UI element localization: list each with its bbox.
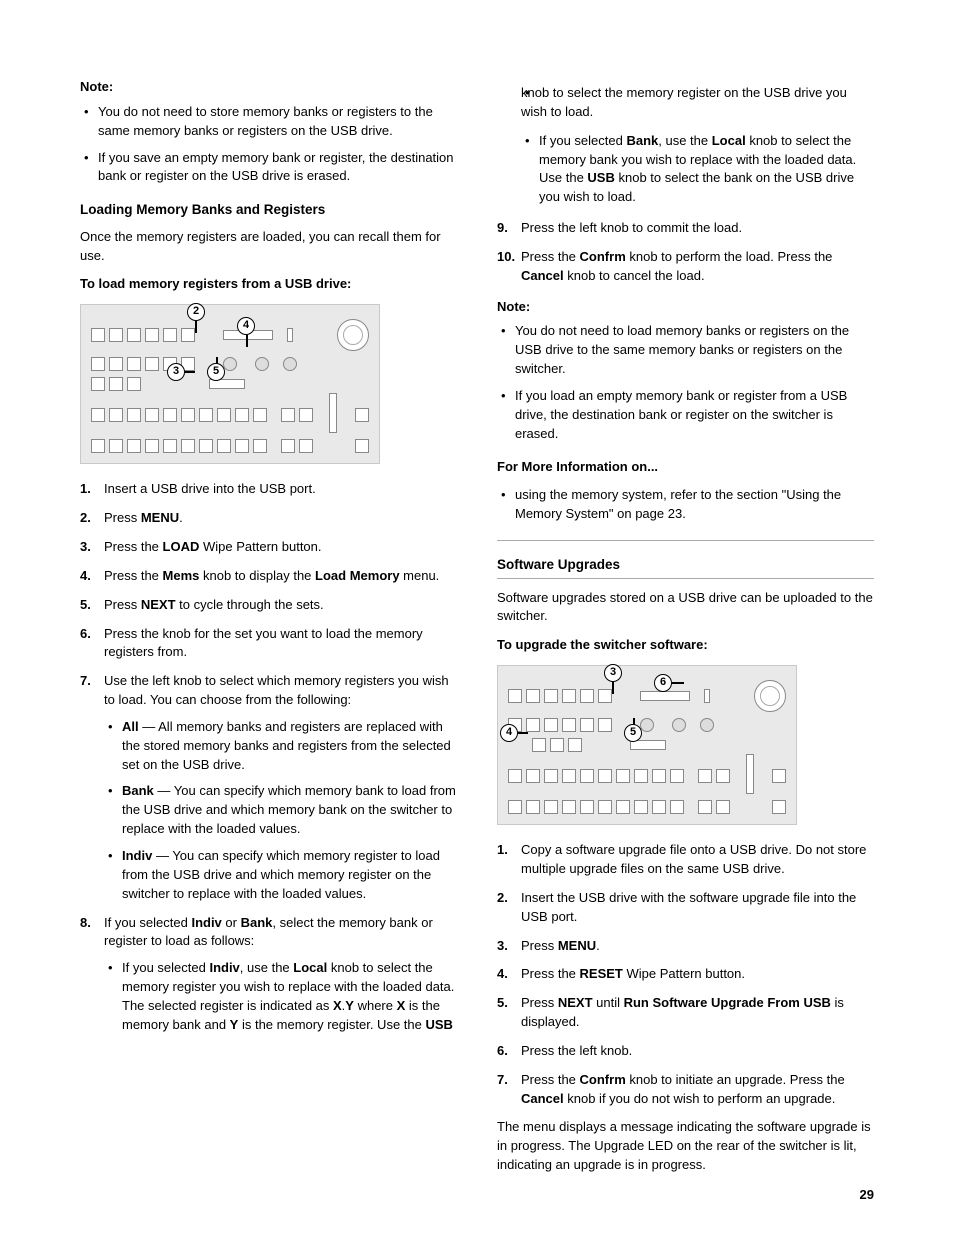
left-column: Note: You do not need to store memory ba… [80,78,457,1185]
upgrade-tail: The menu displays a message indicating t… [497,1118,874,1175]
sub-item: Indiv — You can specify which memory reg… [104,847,457,904]
step: Press the knob for the set you want to l… [80,625,457,663]
note-item: If you load an empty memory bank or regi… [497,387,874,444]
section-divider [497,540,874,541]
more-info-list: using the memory system, refer to the se… [497,486,874,524]
step: Copy a software upgrade file onto a USB … [497,841,874,879]
load-steps: Insert a USB drive into the USB port. Pr… [80,480,457,1034]
step: Press MENU. [80,509,457,528]
step: Press MENU. [497,937,874,956]
right-column: knob to select the memory register on th… [497,78,874,1185]
step: Insert a USB drive into the USB port. [80,480,457,499]
step: Press the Confrm knob to initiate an upg… [497,1071,874,1109]
step: Press the left knob to commit the load. [497,219,874,238]
upgrade-steps: Copy a software upgrade file onto a USB … [497,841,874,1108]
panel-figure-load: 2 4 3 5 [80,304,380,464]
step: Press the Mems knob to display the Load … [80,567,457,586]
procedure-heading: To load memory registers from a USB driv… [80,275,457,294]
callout-5: 5 [624,724,642,742]
step: Press the RESET Wipe Pattern button. [497,965,874,984]
note-item: You do not need to store memory banks or… [80,103,457,141]
step: Insert the USB drive with the software u… [497,889,874,927]
continued-text: knob to select the memory register on th… [521,84,874,122]
note-label: Note: [497,298,874,317]
page-number: 29 [860,1186,874,1205]
step: Press the left knob. [497,1042,874,1061]
note-list: You do not need to load memory banks or … [497,322,874,443]
sub-item: If you selected Bank, use the Local knob… [521,132,874,207]
note-item: If you save an empty memory bank or regi… [80,149,457,187]
step: If you selected Indiv or Bank, select th… [80,914,457,1035]
step: Press the Confrm knob to perform the loa… [497,248,874,286]
step: Press NEXT to cycle through the sets. [80,596,457,615]
section-heading-loading: Loading Memory Banks and Registers [80,200,457,220]
loading-intro: Once the memory registers are loaded, yo… [80,228,457,266]
step: Use the left knob to select which memory… [80,672,457,903]
callout-6: 6 [654,674,672,692]
step: Press NEXT until Run Software Upgrade Fr… [497,994,874,1032]
procedure-heading: To upgrade the switcher software: [497,636,874,655]
more-info-item: using the memory system, refer to the se… [497,486,874,524]
note-label: Note: [80,78,457,97]
more-info-heading: For More Information on... [497,458,874,477]
upgrades-intro: Software upgrades stored on a USB drive … [497,589,874,627]
note-list: You do not need to store memory banks or… [80,103,457,186]
load-steps-continued: Press the left knob to commit the load. … [497,219,874,286]
note-item: You do not need to load memory banks or … [497,322,874,379]
sub-item: Bank — You can specify which memory bank… [104,782,457,839]
callout-4: 4 [500,724,518,742]
section-heading-upgrades: Software Upgrades [497,555,874,579]
sub-item: All — All memory banks and registers are… [104,718,457,775]
sub-item: If you selected Indiv, use the Local kno… [104,959,457,1034]
step: Press the LOAD Wipe Pattern button. [80,538,457,557]
callout-3: 3 [604,664,622,682]
panel-figure-upgrade: 3 6 4 5 [497,665,797,825]
